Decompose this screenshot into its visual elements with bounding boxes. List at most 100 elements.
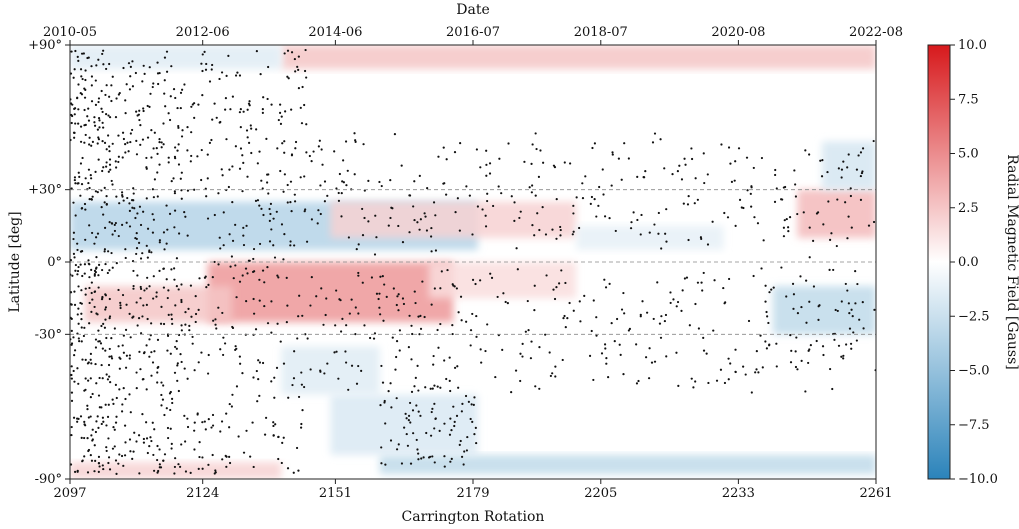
sunspot-dot xyxy=(200,62,203,65)
sunspot-dot xyxy=(131,316,134,319)
sunspot-dot xyxy=(774,168,777,172)
sunspot-dot xyxy=(370,276,374,279)
sunspot-dot xyxy=(622,373,625,376)
sunspot-dot xyxy=(179,177,182,180)
sunspot-dot xyxy=(134,216,137,220)
sunspot-dot xyxy=(694,302,697,306)
sunspot-dot xyxy=(184,470,188,473)
sunspot-dot xyxy=(100,206,103,209)
sunspot-dot xyxy=(200,148,203,152)
sunspot-dot xyxy=(256,400,259,403)
x2-tick-label: 2018-07 xyxy=(574,25,628,40)
sunspot-dot xyxy=(539,149,542,152)
sunspot-dot xyxy=(620,178,623,181)
sunspot-dot xyxy=(832,268,835,272)
sunspot-dot xyxy=(653,360,657,363)
sunspot-dot xyxy=(752,274,755,278)
sunspot-dot xyxy=(536,212,539,215)
sunspot-dot xyxy=(403,426,406,429)
sunspot-dot xyxy=(350,298,353,301)
sunspot-dot xyxy=(206,153,209,156)
sunspot-dot xyxy=(105,84,108,87)
sunspot-dot xyxy=(238,74,242,77)
sunspot-dot xyxy=(110,99,113,103)
sunspot-dot xyxy=(141,80,144,83)
sunspot-dot xyxy=(774,173,777,177)
sunspot-dot xyxy=(681,289,684,292)
sunspot-dot xyxy=(77,108,80,111)
sunspot-dot xyxy=(408,401,412,405)
field-patch xyxy=(772,286,876,335)
sunspot-dot xyxy=(688,324,691,327)
sunspot-dot xyxy=(862,327,865,330)
x2-tick-label: 2014-06 xyxy=(308,25,362,40)
sunspot-dot xyxy=(850,226,853,229)
sunspot-dot xyxy=(73,68,76,71)
sunspot-dot xyxy=(268,219,271,222)
sunspot-dot xyxy=(592,299,595,302)
sunspot-dot xyxy=(471,420,474,423)
sunspot-dot xyxy=(344,350,347,353)
sunspot-dot xyxy=(158,241,161,244)
sunspot-dot xyxy=(84,88,87,91)
sunspot-dot xyxy=(481,208,484,211)
sunspot-dot xyxy=(528,186,531,189)
sunspot-dot xyxy=(155,147,158,150)
sunspot-dot xyxy=(646,311,649,314)
sunspot-dot xyxy=(849,194,852,198)
sunspot-dot xyxy=(510,391,513,394)
sunspot-dot xyxy=(73,349,77,352)
sunspot-dot xyxy=(76,469,79,472)
sunspot-dot xyxy=(170,268,173,271)
sunspot-dot xyxy=(237,435,240,438)
sunspot-dot xyxy=(531,224,534,227)
sunspot-dot xyxy=(266,181,269,184)
sunspot-dot xyxy=(96,313,99,316)
sunspot-dot xyxy=(81,274,84,278)
sunspot-dot xyxy=(608,217,611,220)
sunspot-dot xyxy=(81,77,84,81)
sunspot-dot xyxy=(465,185,468,188)
sunspot-dot xyxy=(319,184,322,187)
sunspot-dot xyxy=(442,146,445,149)
sunspot-dot xyxy=(488,162,492,165)
sunspot-dot xyxy=(555,198,558,201)
sunspot-dot xyxy=(201,53,204,56)
sunspot-dot xyxy=(762,239,765,242)
sunspot-dot xyxy=(135,247,139,250)
sunspot-dot xyxy=(807,361,810,365)
sunspot-dot xyxy=(559,234,562,237)
sunspot-dot xyxy=(437,346,440,349)
sunspot-dot xyxy=(486,323,489,326)
sunspot-dot xyxy=(228,402,231,406)
sunspot-dot xyxy=(122,137,126,141)
sunspot-dot xyxy=(258,204,261,207)
sunspot-dot xyxy=(103,250,106,253)
sunspot-dot xyxy=(486,192,489,195)
sunspot-dot xyxy=(76,242,79,245)
sunspot-dot xyxy=(572,230,575,233)
sunspot-dot xyxy=(81,156,84,160)
sunspot-dot xyxy=(261,361,265,365)
sunspot-dot xyxy=(90,198,93,201)
sunspot-dot xyxy=(133,207,136,210)
sunspot-dot xyxy=(95,236,98,239)
sunspot-dot xyxy=(124,328,128,331)
sunspot-dot xyxy=(115,472,118,475)
sunspot-dot xyxy=(333,150,336,153)
sunspot-dot xyxy=(255,128,258,131)
field-patch xyxy=(330,201,577,238)
sunspot-dot xyxy=(156,444,159,448)
sunspot-dot xyxy=(173,278,176,281)
sunspot-dot xyxy=(103,248,107,251)
sunspot-dot xyxy=(246,136,249,139)
sunspot-dot xyxy=(597,204,600,207)
sunspot-dot xyxy=(571,233,574,236)
sunspot-dot xyxy=(521,342,524,345)
sunspot-dot xyxy=(152,453,155,457)
sunspot-dot xyxy=(76,313,79,316)
sunspot-dot xyxy=(354,333,357,336)
sunspot-dot xyxy=(290,108,293,111)
sunspot-dot xyxy=(80,318,83,321)
sunspot-dot xyxy=(836,309,839,313)
